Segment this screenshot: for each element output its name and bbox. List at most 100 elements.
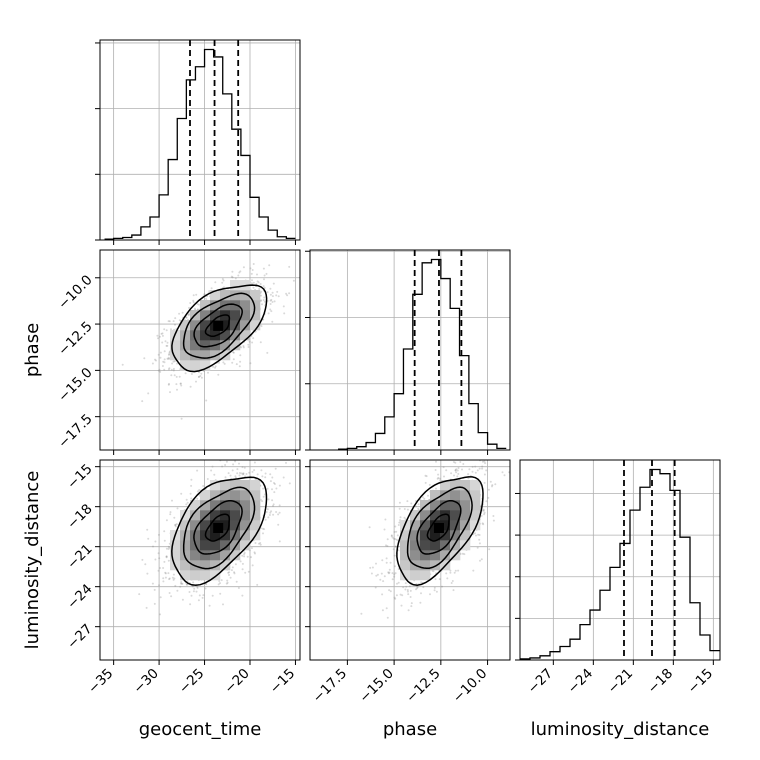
density-panel-phase-vs-luminosity-distance: −17.5 −15.0 −12.5 −10.0 — [305, 459, 511, 706]
scatter-point — [392, 548, 395, 551]
scatter-point — [278, 484, 281, 487]
scatter-point — [242, 472, 245, 475]
scatter-point — [151, 582, 154, 585]
density-block — [190, 350, 201, 361]
scatter-point — [202, 594, 205, 597]
density-peak — [213, 523, 224, 533]
scatter-point — [207, 371, 209, 374]
density-block — [220, 550, 231, 561]
scatter-point — [483, 511, 486, 514]
scatter-point — [175, 383, 178, 386]
density-block — [210, 550, 221, 561]
scatter-point — [211, 465, 214, 468]
scatter-point — [404, 588, 407, 591]
scatter-point — [258, 542, 260, 545]
scatter-point — [163, 560, 166, 563]
density-peak — [213, 320, 224, 331]
scatter-point — [393, 573, 396, 576]
density-block — [180, 510, 191, 521]
scatter-point — [404, 518, 407, 521]
scatter-point — [260, 290, 263, 293]
density-block — [240, 530, 251, 541]
scatter-point — [163, 350, 166, 353]
scatter-point — [208, 290, 211, 293]
scatter-point — [424, 481, 427, 484]
scatter-point — [166, 341, 169, 344]
scatter-point — [395, 594, 398, 597]
scatter-point — [481, 522, 484, 525]
hist-xtick-label: −18 — [645, 666, 676, 697]
scatter-point — [173, 374, 176, 377]
scatter-point — [198, 594, 201, 597]
density-block — [210, 310, 221, 321]
scatter-point — [273, 483, 276, 485]
hist-xtick-label: −27 — [525, 666, 556, 697]
density-block — [220, 490, 231, 501]
scatter-point — [457, 472, 460, 475]
density-block — [220, 330, 231, 341]
scatter-point — [270, 510, 273, 513]
density-block — [250, 480, 261, 491]
density-block — [220, 560, 231, 571]
scatter-point — [429, 593, 431, 596]
scatter-point — [174, 525, 177, 528]
density-block — [210, 510, 221, 521]
scatter-point — [481, 509, 484, 512]
scatter-point — [259, 542, 262, 544]
density-block — [180, 340, 191, 351]
scatter-point — [282, 476, 285, 479]
scatter-point — [394, 538, 397, 541]
scatter-point — [238, 456, 240, 458]
scatter-point — [168, 578, 171, 581]
scatter-point — [434, 469, 437, 471]
scatter-point — [415, 505, 417, 508]
scatter-point — [179, 582, 182, 585]
scatter-point — [170, 328, 172, 331]
scatter-point — [235, 580, 238, 583]
scatter-point — [271, 301, 274, 303]
density-block — [220, 520, 231, 531]
scatter-point — [375, 562, 377, 565]
density-body — [121, 263, 295, 420]
scatter-point — [197, 599, 200, 602]
scatter-point — [250, 547, 253, 550]
scatter-point — [141, 558, 144, 561]
scatter-point — [481, 467, 484, 470]
scatter-point — [163, 358, 166, 361]
scatter-point — [165, 555, 168, 558]
scatter-point — [398, 521, 401, 524]
scatter-point — [196, 469, 199, 472]
scatter-point — [202, 370, 205, 372]
density-ytick-label: −15 — [64, 461, 95, 492]
scatter-point — [233, 572, 236, 575]
scatter-point — [451, 580, 454, 582]
scatter-point — [303, 428, 305, 430]
scatter-point — [171, 499, 173, 502]
scatter-point — [385, 557, 388, 560]
scatter-point — [273, 300, 276, 303]
scatter-point — [198, 375, 201, 378]
scatter-point — [492, 519, 495, 522]
scatter-point — [161, 341, 164, 344]
scatter-point — [174, 524, 177, 527]
scatter-point — [159, 356, 162, 359]
scatter-point — [266, 455, 268, 457]
scatter-point — [185, 316, 188, 319]
scatter-point — [189, 492, 192, 495]
density-block — [220, 340, 231, 351]
scatter-point — [221, 465, 224, 468]
scatter-point — [396, 534, 399, 537]
scatter-point — [269, 303, 272, 305]
contour-level-2 — [193, 499, 243, 555]
scatter-point — [263, 278, 265, 281]
density-block — [240, 310, 251, 321]
density-ytick-label: −21 — [64, 541, 95, 572]
scatter-point — [238, 474, 241, 477]
scatter-point — [360, 612, 363, 615]
contour-level-3 — [182, 292, 256, 359]
density-block — [220, 540, 231, 551]
scatter-point — [217, 583, 220, 586]
scatter-point — [261, 475, 264, 478]
scatter-point — [189, 603, 192, 606]
scatter-point — [181, 598, 184, 601]
